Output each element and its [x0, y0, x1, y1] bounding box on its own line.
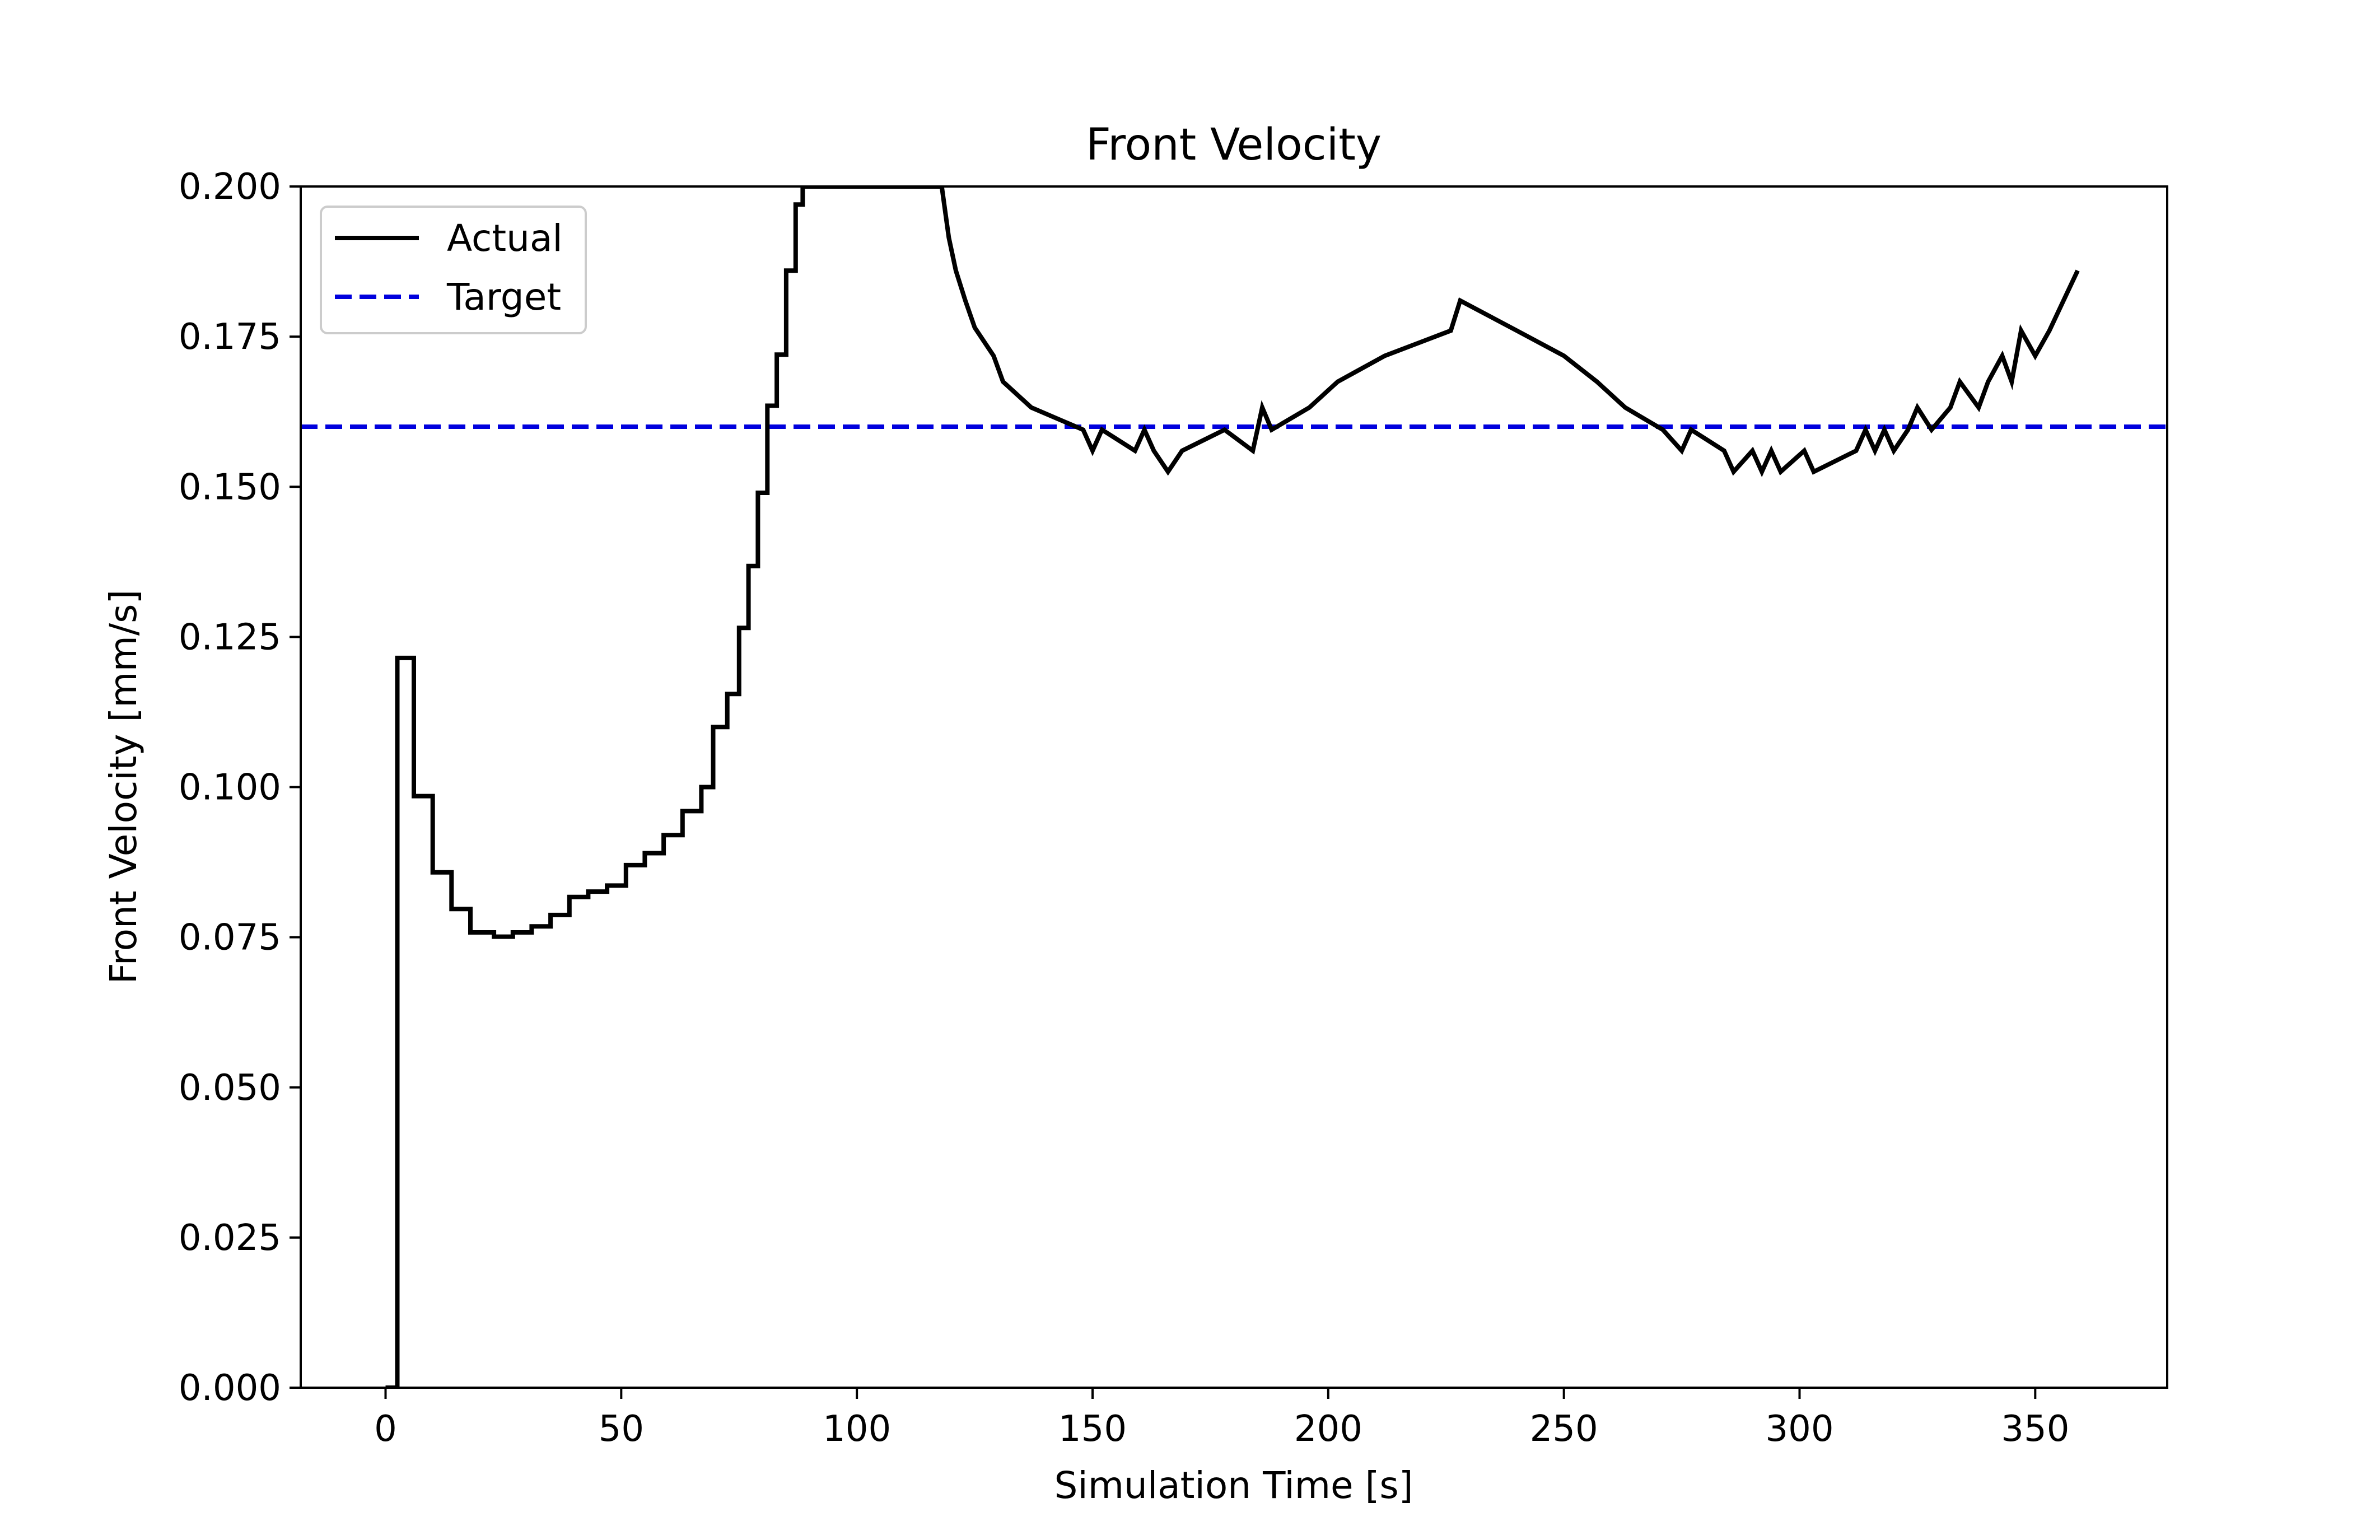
- y-tick-label: 0.050: [179, 1067, 281, 1109]
- y-tick-label: 0.150: [179, 466, 281, 508]
- y-axis: 0.000 0.025 0.050 0.075 0.100 0.125 0.150 0.175…: [179, 166, 301, 1409]
- chart-title: Front Velocity: [1086, 120, 1382, 170]
- series-layer: [301, 186, 2167, 1388]
- y-tick-label: 0.025: [179, 1217, 281, 1259]
- x-tick-label: 0: [374, 1408, 397, 1450]
- x-tick-label: 250: [1530, 1408, 1598, 1450]
- x-tick-label: 300: [1765, 1408, 1833, 1450]
- y-axis-title: Front Velocity [mm/s]: [102, 590, 145, 984]
- x-axis: 0 50 100 150 200 250 300 350: [374, 1388, 2069, 1450]
- x-tick-label: 350: [2001, 1408, 2069, 1450]
- y-tick-label: 0.000: [179, 1368, 281, 1409]
- x-tick-label: 150: [1058, 1408, 1127, 1450]
- y-tick-label: 0.125: [179, 617, 281, 658]
- x-tick-label: 200: [1294, 1408, 1362, 1450]
- x-axis-title: Simulation Time [s]: [1054, 1464, 1413, 1507]
- legend-target-label: Target: [446, 276, 561, 319]
- legend: Actual Target: [320, 206, 587, 334]
- legend-actual-label: Actual: [447, 217, 563, 260]
- y-tick-label: 0.175: [179, 316, 281, 358]
- x-tick-label: 100: [823, 1408, 891, 1450]
- y-tick-label: 0.100: [179, 767, 281, 809]
- x-tick-label: 50: [599, 1408, 644, 1450]
- y-tick-label: 0.200: [179, 166, 281, 208]
- y-tick-label: 0.075: [179, 917, 281, 959]
- actual-series-line: [385, 186, 2080, 1388]
